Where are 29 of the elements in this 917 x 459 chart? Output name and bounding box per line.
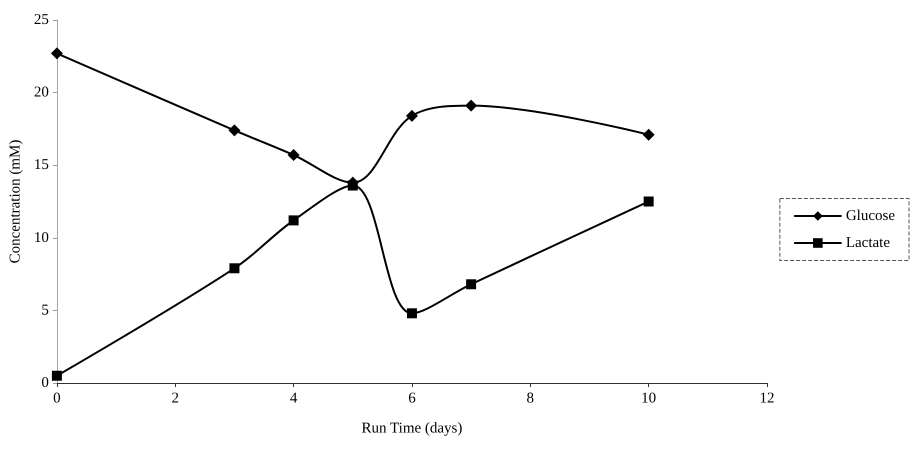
legend-label: Glucose xyxy=(846,208,896,224)
point xyxy=(642,128,655,141)
x-tick-label: 4 xyxy=(290,390,298,406)
y-tick-label: 10 xyxy=(34,230,49,246)
y-tick-label: 15 xyxy=(34,157,49,174)
x-tick-label: 2 xyxy=(172,390,179,406)
point xyxy=(288,215,299,226)
point xyxy=(644,196,654,206)
y-tick-label: 0 xyxy=(41,375,49,391)
legend-label: Lactate xyxy=(846,235,890,251)
x-tick-label: 6 xyxy=(408,390,416,406)
y-axis-title: Concentration (mM) xyxy=(8,140,24,264)
point xyxy=(229,263,240,274)
point xyxy=(228,124,240,136)
x-tick-label: 0 xyxy=(53,390,61,406)
point xyxy=(52,370,62,381)
x-axis-title: Run Time (days) xyxy=(362,420,462,436)
point xyxy=(406,110,418,122)
point xyxy=(406,308,417,318)
y-tick-label: 5 xyxy=(41,302,49,318)
y-tick-label: 25 xyxy=(34,12,49,28)
x-tick-label: 8 xyxy=(526,390,534,406)
y-tick-label: 20 xyxy=(34,84,49,101)
x-tick-label: 12 xyxy=(760,390,774,406)
point xyxy=(288,149,300,162)
point xyxy=(466,279,476,290)
point xyxy=(465,100,478,112)
point xyxy=(50,47,63,60)
x-tick-label: 10 xyxy=(641,390,656,406)
